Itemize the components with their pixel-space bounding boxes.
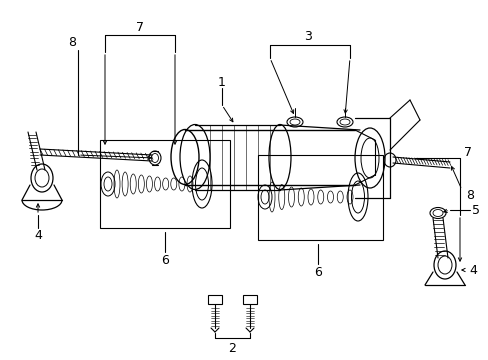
Text: 8: 8 bbox=[68, 36, 76, 49]
Bar bbox=[258, 155, 382, 240]
Text: 7: 7 bbox=[463, 145, 471, 158]
Text: 1: 1 bbox=[218, 76, 225, 89]
Text: 8: 8 bbox=[465, 189, 473, 202]
Text: 3: 3 bbox=[304, 30, 311, 42]
Text: 4: 4 bbox=[468, 264, 476, 276]
Text: 4: 4 bbox=[34, 229, 42, 242]
Text: 2: 2 bbox=[227, 342, 235, 355]
Bar bbox=[243, 295, 257, 304]
Bar bbox=[100, 140, 229, 228]
Bar bbox=[207, 295, 222, 304]
Text: 5: 5 bbox=[471, 203, 479, 216]
Text: 6: 6 bbox=[161, 253, 168, 266]
Text: 6: 6 bbox=[313, 266, 321, 279]
Text: 7: 7 bbox=[136, 21, 143, 33]
